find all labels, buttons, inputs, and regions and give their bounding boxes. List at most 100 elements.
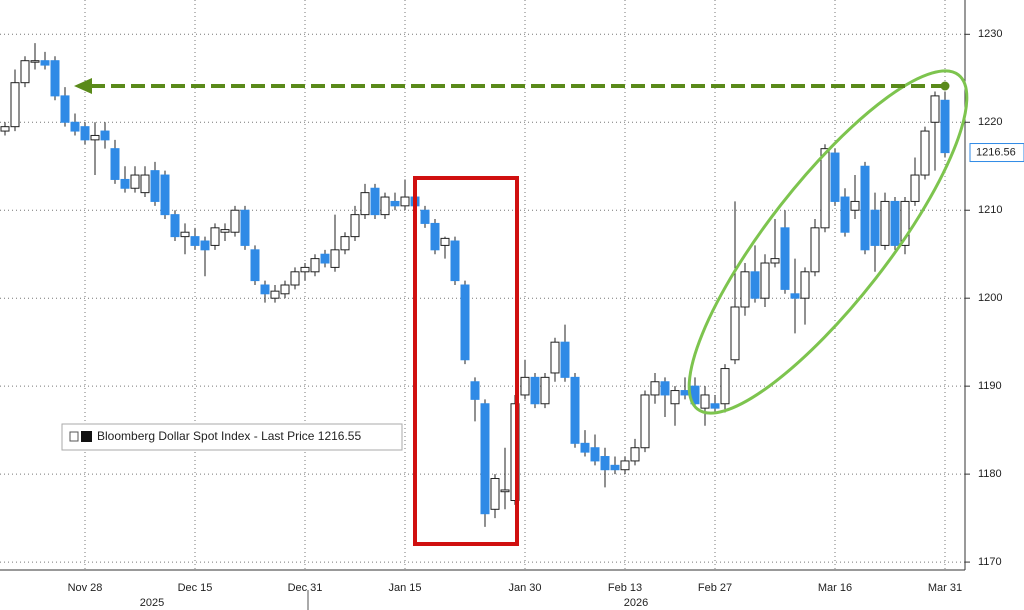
candle-body	[440, 237, 450, 246]
candle-body	[290, 271, 300, 286]
x-tick-label: Feb 27	[698, 582, 732, 594]
candle-body	[610, 464, 620, 471]
candle-body	[920, 130, 930, 176]
last-price-box	[969, 143, 1024, 163]
candle-body	[160, 174, 170, 216]
x-tick-label: Mar 16	[818, 582, 852, 594]
candle-body	[280, 284, 290, 295]
candle-body	[720, 368, 730, 405]
candle-body	[740, 271, 750, 308]
legend-box	[61, 423, 403, 451]
candles	[0, 43, 950, 527]
candle-body	[730, 306, 740, 361]
candle-body	[830, 152, 840, 202]
candle-body	[780, 227, 790, 290]
candle-body	[170, 214, 180, 238]
candle-body	[760, 262, 770, 299]
arrow	[74, 78, 950, 94]
candle-body	[470, 381, 480, 400]
candle-body	[580, 442, 590, 453]
candle-body	[930, 95, 940, 123]
candle-body	[210, 227, 220, 246]
last-price-label: 1216.56	[976, 146, 1016, 158]
candle-body	[350, 214, 360, 238]
y-tick-label: 1220	[978, 116, 1002, 128]
highlight-box	[413, 176, 519, 546]
candle-body	[650, 381, 660, 396]
candle-body	[680, 390, 690, 396]
x-tick-label: Mar 31	[928, 582, 962, 594]
x-tick-label: Dec 15	[178, 582, 213, 594]
last-price-tag: 1216.56	[969, 143, 1024, 163]
candle-body	[550, 341, 560, 374]
candle-body	[300, 266, 310, 273]
candle-body	[820, 148, 830, 229]
candle-body	[240, 209, 250, 246]
candle-body	[390, 200, 400, 207]
candle-body	[630, 447, 640, 462]
candle-body	[770, 258, 780, 264]
candle-body	[800, 271, 810, 299]
year-label: 2025	[140, 597, 164, 609]
legend-name: Bloomberg Dollar Spot Index - Last Price	[97, 429, 315, 443]
candle-body	[320, 253, 330, 264]
candle-body	[900, 200, 910, 246]
candle-body	[620, 460, 630, 471]
x-tick-label: Jan 30	[508, 582, 541, 594]
candle-body	[380, 196, 390, 216]
candle-body	[270, 290, 280, 299]
candle-body	[750, 271, 760, 299]
candle-body	[870, 209, 880, 246]
candle-body	[140, 174, 150, 194]
y-tick-label: 1210	[978, 204, 1002, 216]
legend-icon	[81, 431, 92, 442]
candle-body	[400, 196, 410, 207]
y-tick-label: 1170	[978, 556, 1002, 568]
candle-body	[100, 130, 110, 141]
candle-body	[490, 478, 500, 510]
candle-body	[890, 200, 900, 246]
candle-body	[200, 240, 210, 251]
candle-body	[0, 126, 10, 132]
candle-body	[310, 258, 320, 273]
candle-body	[450, 240, 460, 282]
arrow-head	[74, 78, 92, 94]
candle-body	[850, 200, 860, 211]
candle-body	[120, 178, 130, 189]
candle-body	[370, 187, 380, 216]
candle-body	[360, 192, 370, 216]
legend-price: 1216.55	[318, 429, 362, 443]
candle-body	[340, 236, 350, 251]
candle-body	[150, 170, 160, 202]
candle-body	[430, 222, 440, 251]
arrow-dot	[940, 81, 950, 91]
candle-body	[110, 148, 120, 180]
candle-body	[700, 394, 710, 409]
candle-body	[940, 99, 950, 154]
legend-icon	[69, 431, 79, 442]
candle-body	[180, 231, 190, 238]
candle-body	[420, 209, 430, 224]
candle-body	[40, 60, 50, 66]
candle-body	[590, 447, 600, 462]
candle-body	[600, 456, 610, 471]
candle-body	[90, 134, 100, 141]
candle-body	[260, 284, 270, 295]
candle-body	[790, 293, 800, 299]
candle-body	[190, 236, 200, 246]
candle-body	[10, 82, 20, 128]
candle-body	[460, 284, 470, 361]
candle-body	[220, 229, 230, 233]
candle-body	[30, 60, 40, 63]
legend-text: Bloomberg Dollar Spot Index - Last Price…	[97, 429, 361, 443]
highlight-ellipse	[687, 69, 969, 415]
x-tick-label: Nov 28	[68, 582, 103, 594]
legend: Bloomberg Dollar Spot Index - Last Price…	[61, 423, 403, 451]
candle-body	[560, 341, 570, 378]
candle-body	[250, 249, 260, 282]
year-label: 2026	[624, 597, 648, 609]
y-tick-label: 1180	[978, 468, 1002, 480]
candle-body	[840, 196, 850, 233]
candle-body	[710, 403, 720, 409]
y-tick-label: 1200	[978, 292, 1002, 304]
